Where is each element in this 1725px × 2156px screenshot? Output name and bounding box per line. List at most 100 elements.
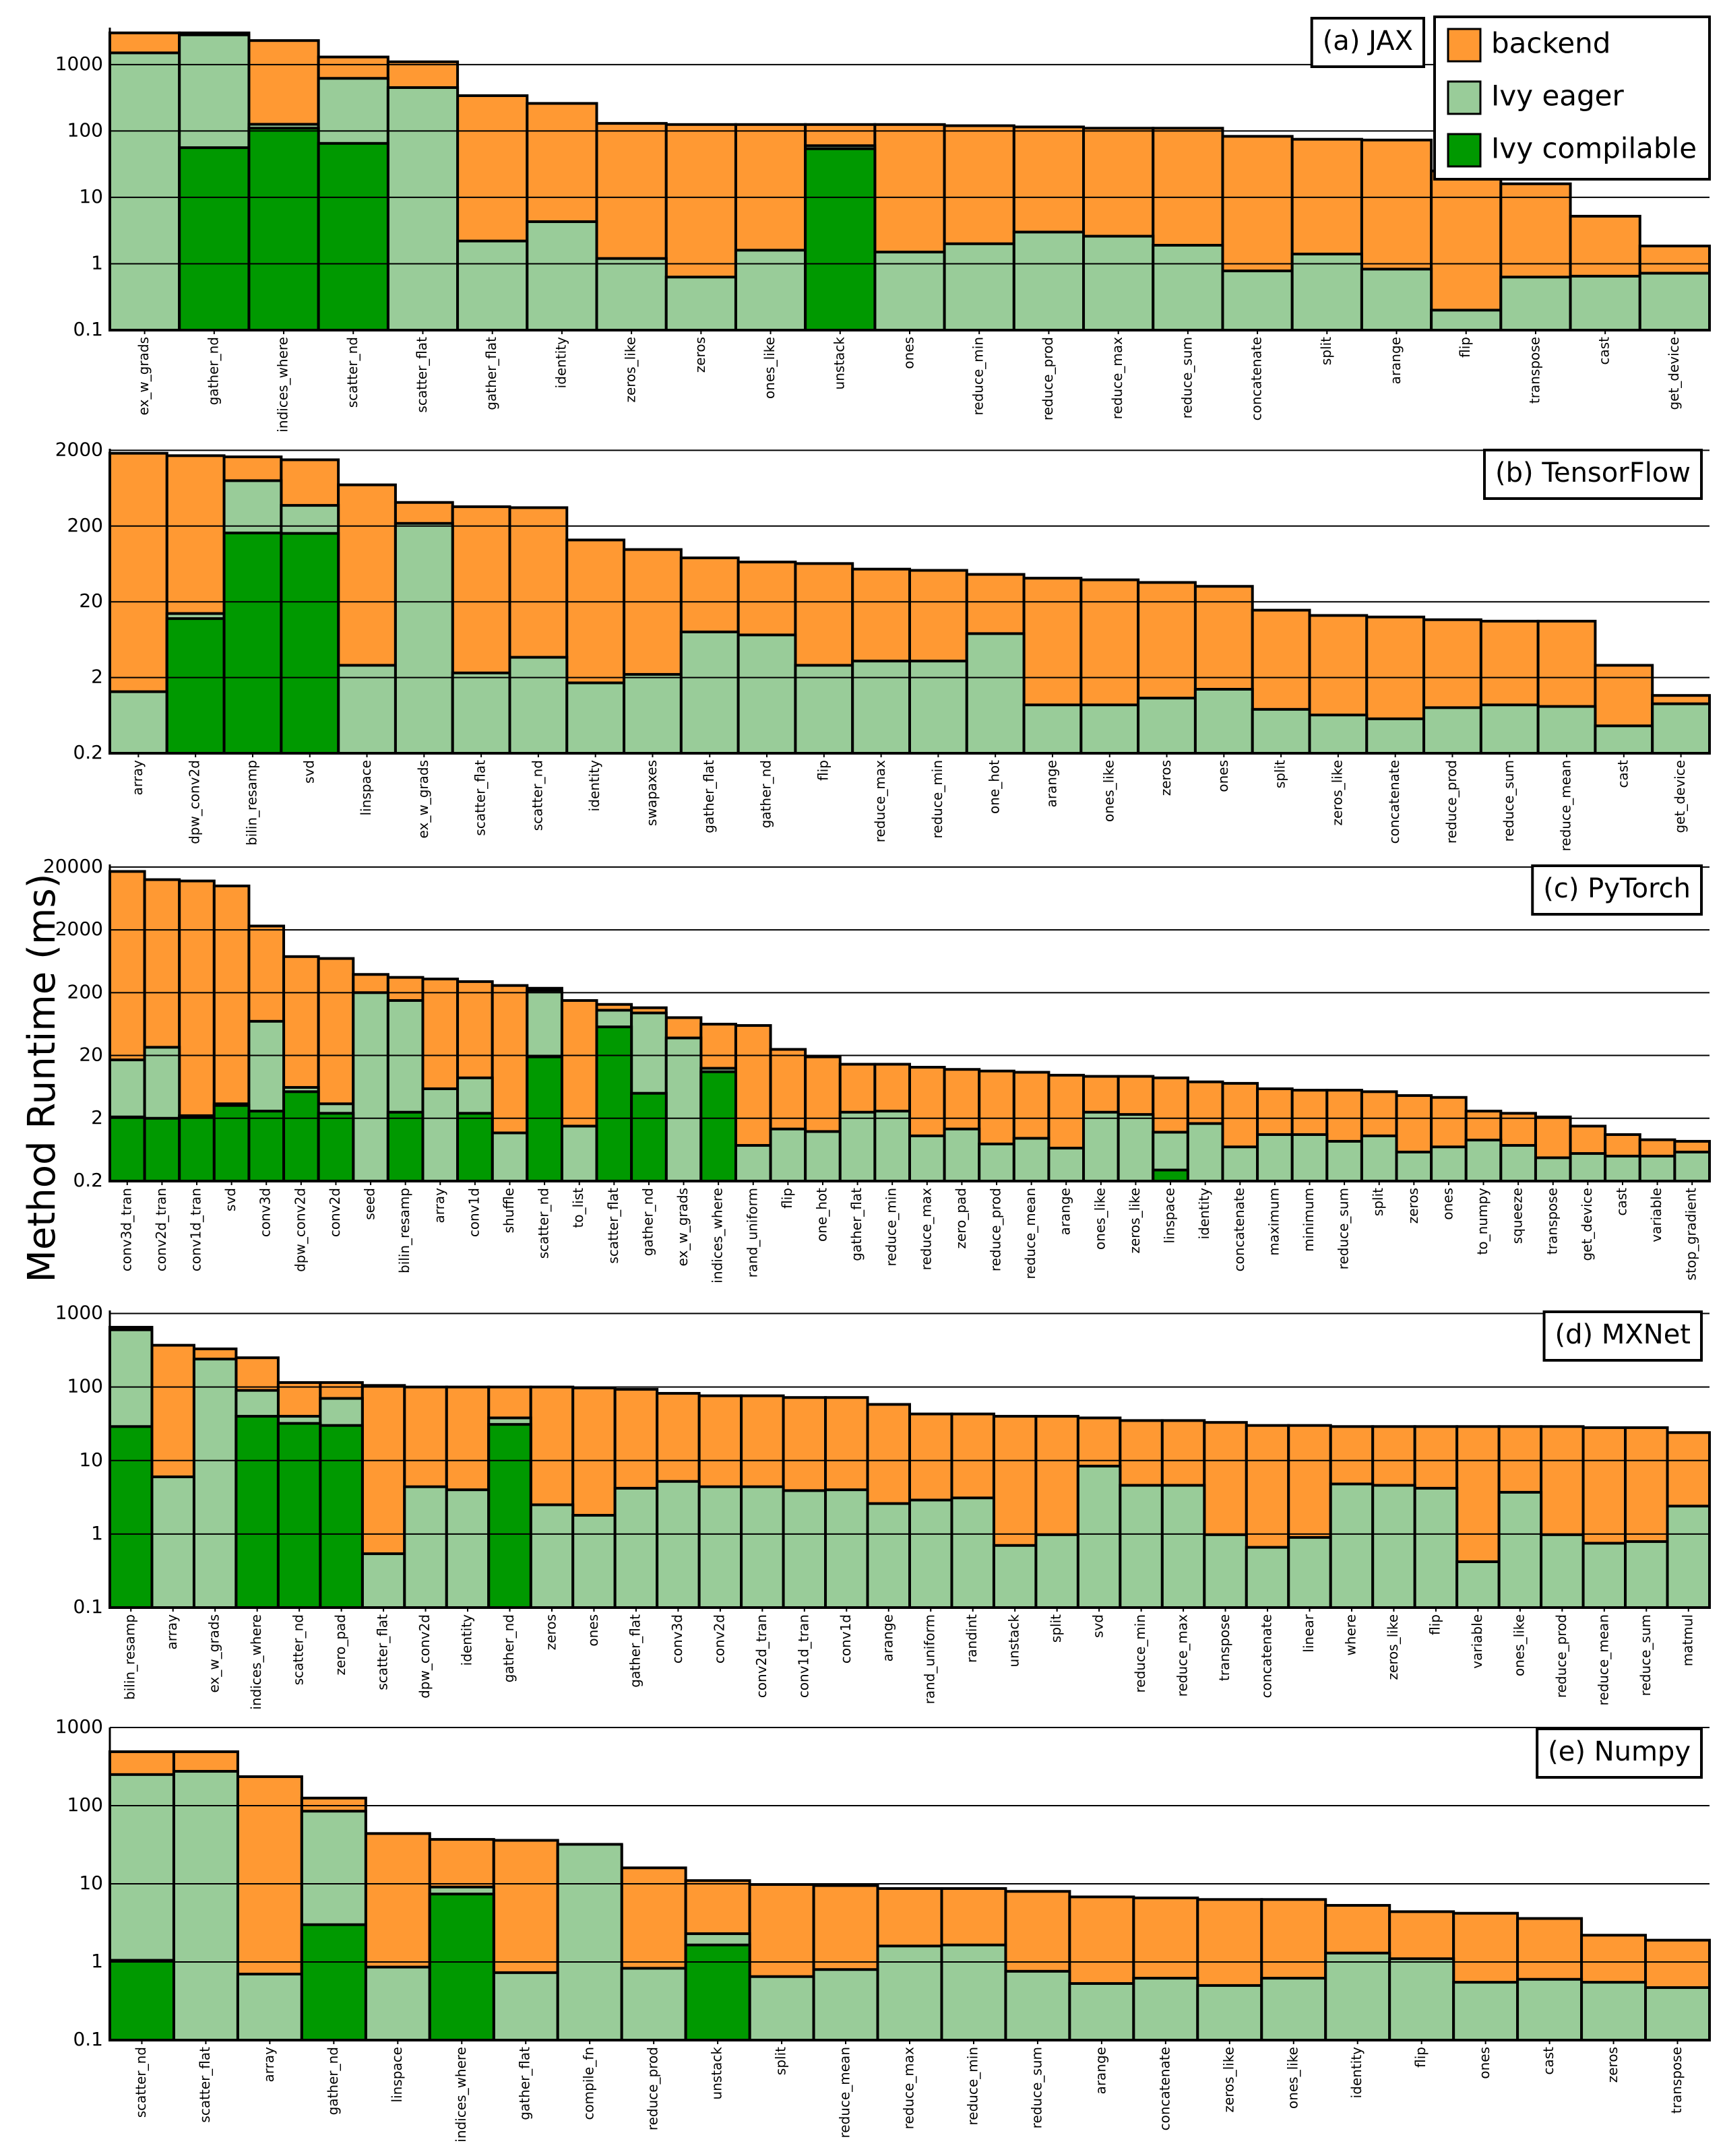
x-tick-label: ex_w_grads: [206, 1614, 222, 1692]
bar: [824, 1488, 869, 1609]
x-tick-label: transpose: [1526, 337, 1542, 404]
bar: [1186, 1122, 1224, 1183]
x-tick-label: conv2d: [711, 1614, 727, 1663]
x-tick-label: get_device: [1666, 337, 1682, 410]
bar: [247, 127, 320, 332]
bar: [950, 1496, 995, 1610]
x-tick-label: scatter_flat: [605, 1188, 621, 1264]
x-tick-label: identity: [553, 337, 569, 388]
x-tick-label: linspace: [389, 2047, 405, 2102]
chart-title: (a) JAX: [1323, 26, 1413, 57]
y-tick-label: 2000: [55, 438, 103, 460]
bar: [1604, 1154, 1641, 1182]
bar: [1152, 1168, 1189, 1183]
bar: [1430, 309, 1503, 331]
y-tick-label: 1: [91, 251, 103, 274]
bar: [1012, 230, 1086, 331]
bar: [108, 1115, 146, 1183]
bar: [492, 1971, 559, 2041]
x-tick-label: gather_flat: [517, 2047, 533, 2120]
x-tick-label: conv3d_tran: [118, 1188, 134, 1271]
x-tick-label: linspace: [358, 760, 374, 815]
bar: [1388, 1957, 1455, 2042]
x-tick-label: one_hot: [813, 1188, 829, 1242]
bar: [838, 1110, 877, 1183]
x-tick-label: gather_nd: [325, 2047, 341, 2115]
x-tick-label: scatter_nd: [529, 760, 545, 831]
bar: [1193, 688, 1254, 755]
x-tick-label: unstack: [831, 337, 847, 390]
x-tick-label: zeros: [542, 1614, 559, 1650]
x-tick-label: identity: [1348, 2047, 1365, 2098]
x-tick-label: flip: [1457, 337, 1473, 358]
y-tick-label: 1000: [55, 53, 103, 75]
x-tick-label: ex_w_grads: [675, 1188, 691, 1266]
panel: conv3d_tran conv2d_tran conv1d_tran svd conv…: [43, 855, 1712, 1283]
x-tick-label: arange: [1092, 2047, 1108, 2094]
x-tick-label: split: [1318, 337, 1334, 365]
y-tick-label: 0.1: [73, 2028, 103, 2050]
y-tick-label: 200: [67, 514, 103, 536]
bar: [1068, 1981, 1135, 2041]
y-tick-label: 20000: [43, 855, 103, 877]
x-tick-label: rand_uniform: [922, 1614, 938, 1704]
x-tick-label: arange: [879, 1614, 896, 1661]
bar: [630, 1091, 668, 1183]
x-tick-label: gather_nd: [501, 1614, 517, 1682]
x-tick-label: flip: [1426, 1614, 1443, 1635]
bar: [908, 1134, 946, 1182]
x-tick-label: gather_flat: [483, 337, 499, 410]
bar: [623, 672, 683, 755]
bar: [491, 1131, 529, 1183]
bar: [364, 1965, 431, 2041]
bar: [992, 1544, 1038, 1609]
x-tick-label: transpose: [1668, 2047, 1685, 2114]
bar: [108, 51, 181, 332]
y-axis-label: Method Runtime (ms): [20, 874, 64, 1283]
x-tick-label: maximum: [1265, 1188, 1282, 1256]
bar: [276, 1422, 322, 1609]
y-tick-label: 0.2: [73, 741, 103, 763]
bar: [1012, 1137, 1050, 1183]
bar: [940, 1943, 1007, 2042]
chart-title: (e) Numpy: [1548, 1736, 1691, 1767]
bar: [1569, 1152, 1607, 1182]
bar: [804, 1130, 842, 1182]
chart-title: (b) TensorFlow: [1495, 457, 1691, 488]
bar: [394, 521, 454, 755]
bar: [978, 1142, 1015, 1183]
bar: [403, 1485, 448, 1609]
x-tick-label: split: [1048, 1614, 1064, 1643]
x-tick-label: ones: [1215, 760, 1231, 792]
x-tick-label: zeros_like: [1385, 1614, 1401, 1680]
legend-label: backend: [1491, 27, 1610, 60]
x-tick-label: reduce_prod: [988, 1188, 1004, 1271]
bar: [595, 1025, 633, 1182]
title-frame: [1531, 864, 1703, 916]
bar: [1137, 697, 1197, 755]
bar: [178, 146, 251, 332]
x-tick-label: unstack: [1006, 1614, 1022, 1668]
bar: [1004, 1969, 1071, 2042]
x-tick-label: split: [773, 2047, 789, 2075]
bar: [664, 1036, 703, 1183]
x-tick-label: scatter_nd: [536, 1188, 552, 1259]
bar: [1580, 1981, 1648, 2041]
bar: [108, 690, 168, 755]
bar: [1644, 1986, 1712, 2041]
x-tick-label: concatenate: [1231, 1188, 1247, 1271]
x-tick-label: reduce_min: [1132, 1614, 1148, 1692]
x-tick-label: reduce_max: [1109, 337, 1125, 419]
x-tick-label: squeeze: [1509, 1188, 1526, 1244]
x-tick-label: seed: [362, 1188, 378, 1220]
bar: [1464, 1139, 1503, 1183]
legend-swatch: [1447, 28, 1482, 63]
x-tick-label: reduce_max: [901, 2047, 917, 2129]
x-tick-label: identity: [1196, 1188, 1212, 1239]
bar: [317, 141, 389, 331]
y-tick-label: 10: [79, 185, 103, 208]
title-box: (d) MXNet: [1542, 1310, 1703, 1362]
x-tick-label: reduce_mean: [1558, 760, 1574, 851]
bar: [1221, 270, 1294, 332]
bar: [282, 1090, 320, 1183]
